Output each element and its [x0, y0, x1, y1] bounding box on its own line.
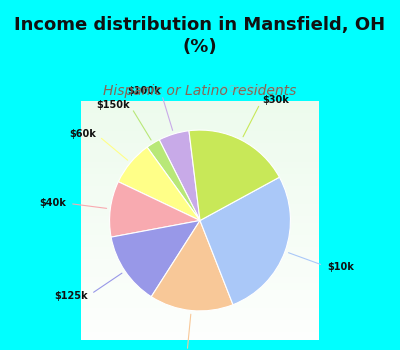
Bar	[38, 80, 362, 86]
Bar	[38, 123, 362, 129]
Bar	[38, 172, 362, 178]
Bar	[38, 208, 362, 215]
Text: $125k: $125k	[54, 291, 88, 301]
Bar	[38, 184, 362, 190]
Bar	[38, 154, 362, 160]
Bar	[38, 239, 362, 245]
Text: $100k: $100k	[127, 86, 161, 96]
Bar	[38, 300, 362, 306]
Bar	[38, 336, 362, 342]
Bar	[38, 111, 362, 117]
Bar	[38, 92, 362, 99]
Bar	[38, 99, 362, 105]
Wedge shape	[111, 220, 200, 297]
Wedge shape	[118, 147, 200, 220]
Bar	[38, 202, 362, 208]
Text: ⓘ City-Data.com: ⓘ City-Data.com	[222, 85, 284, 94]
Bar	[38, 86, 362, 92]
Bar	[38, 166, 362, 172]
Bar	[38, 287, 362, 294]
Bar	[38, 342, 362, 349]
Bar	[38, 178, 362, 184]
Bar	[38, 196, 362, 202]
Bar	[38, 147, 362, 154]
Bar	[38, 215, 362, 220]
Text: Income distribution in Mansfield, OH
(%): Income distribution in Mansfield, OH (%)	[14, 16, 386, 56]
Bar	[38, 117, 362, 123]
Bar	[38, 251, 362, 257]
Wedge shape	[189, 130, 280, 220]
Wedge shape	[147, 140, 200, 220]
Bar	[38, 257, 362, 263]
Bar	[38, 306, 362, 312]
Bar	[38, 324, 362, 330]
Wedge shape	[151, 220, 233, 311]
Bar	[38, 233, 362, 239]
Bar	[38, 68, 362, 74]
Bar	[38, 269, 362, 275]
Bar	[38, 190, 362, 196]
Bar	[38, 349, 362, 350]
Text: $40k: $40k	[39, 198, 66, 208]
Bar	[38, 275, 362, 281]
Bar	[38, 135, 362, 141]
Text: $30k: $30k	[262, 95, 289, 105]
Bar	[38, 105, 362, 111]
Wedge shape	[200, 177, 290, 305]
Bar	[38, 74, 362, 81]
Text: $10k: $10k	[327, 262, 354, 272]
Bar	[38, 141, 362, 147]
Bar	[38, 263, 362, 269]
Bar	[38, 245, 362, 251]
Bar	[38, 220, 362, 226]
Bar	[38, 294, 362, 300]
Bar	[38, 330, 362, 336]
Bar	[38, 129, 362, 135]
Bar	[38, 281, 362, 287]
Bar	[38, 160, 362, 166]
Bar	[38, 312, 362, 318]
Bar	[38, 318, 362, 324]
Wedge shape	[159, 131, 200, 220]
Text: $150k: $150k	[96, 100, 130, 110]
Text: $60k: $60k	[69, 129, 96, 139]
Bar	[38, 226, 362, 233]
Text: Hispanic or Latino residents: Hispanic or Latino residents	[103, 84, 297, 98]
Wedge shape	[110, 182, 200, 237]
